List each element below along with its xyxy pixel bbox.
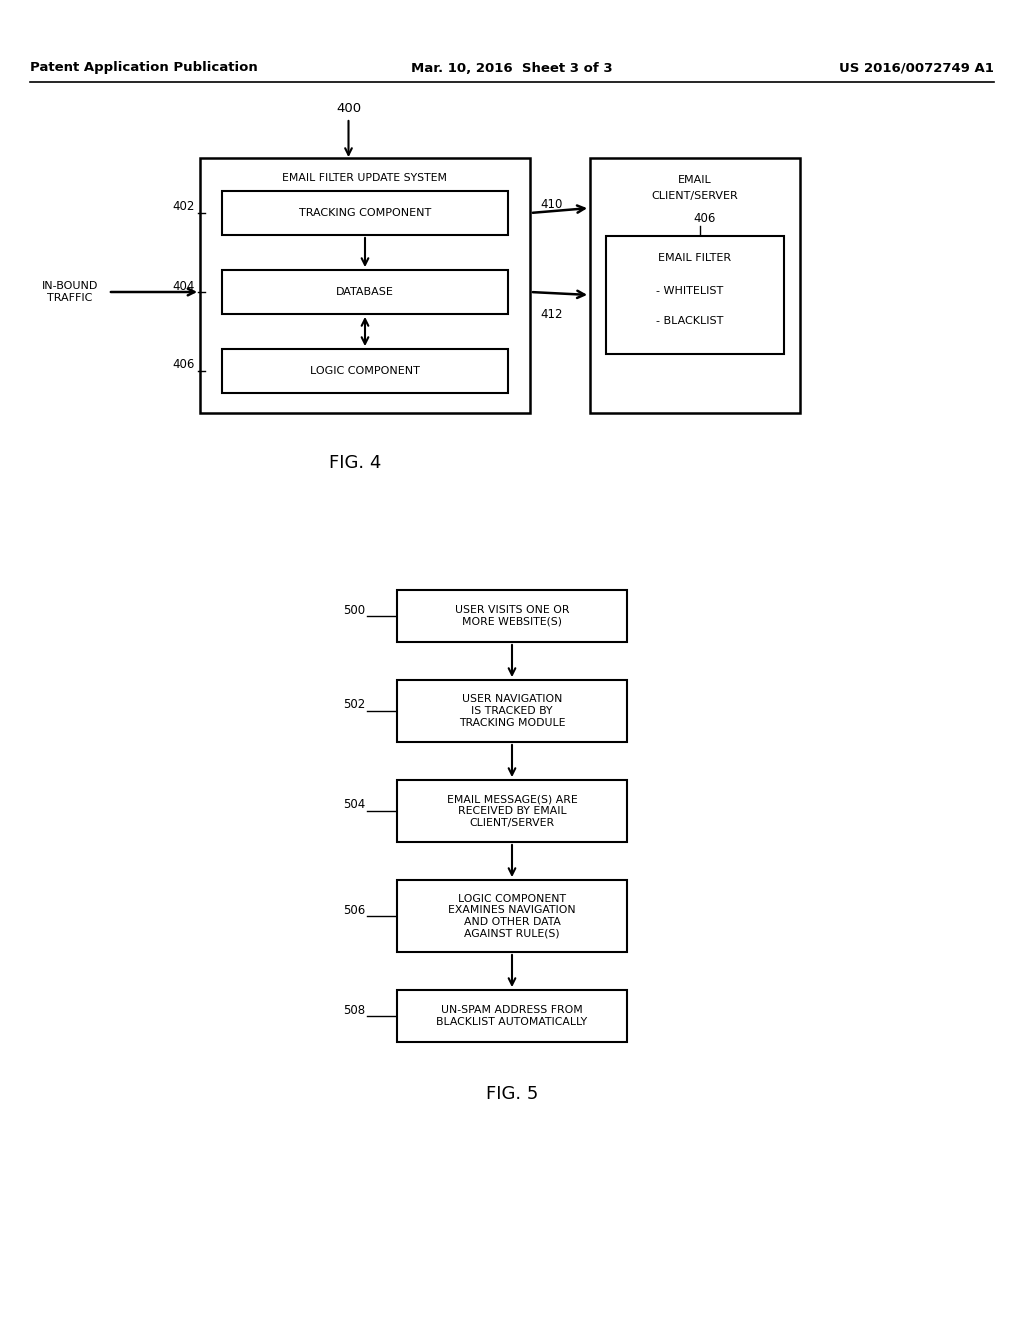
Text: 406: 406 — [173, 359, 195, 371]
Text: 402: 402 — [173, 201, 195, 214]
Bar — [222, 191, 508, 235]
Text: EMAIL FILTER UPDATE SYSTEM: EMAIL FILTER UPDATE SYSTEM — [283, 173, 447, 183]
Text: 504: 504 — [343, 799, 365, 812]
Bar — [590, 158, 800, 413]
Text: 406: 406 — [694, 211, 716, 224]
Text: DATABASE: DATABASE — [336, 286, 394, 297]
Text: 412: 412 — [541, 308, 563, 321]
Text: 404: 404 — [173, 280, 195, 293]
Bar — [397, 680, 627, 742]
Text: 410: 410 — [541, 198, 563, 211]
Text: FIG. 5: FIG. 5 — [485, 1085, 539, 1104]
Text: - BLACKLIST: - BLACKLIST — [656, 315, 724, 326]
Bar — [397, 780, 627, 842]
Text: EMAIL MESSAGE(S) ARE
RECEIVED BY EMAIL
CLIENT/SERVER: EMAIL MESSAGE(S) ARE RECEIVED BY EMAIL C… — [446, 795, 578, 828]
Text: IN-BOUND
TRAFFIC: IN-BOUND TRAFFIC — [42, 281, 98, 302]
Bar — [200, 158, 530, 413]
Text: 502: 502 — [343, 698, 365, 711]
Bar — [397, 880, 627, 952]
Text: 506: 506 — [343, 903, 365, 916]
Text: EMAIL FILTER: EMAIL FILTER — [658, 253, 731, 263]
Text: 400: 400 — [336, 102, 361, 115]
Bar — [222, 271, 508, 314]
Text: LOGIC COMPONENT
EXAMINES NAVIGATION
AND OTHER DATA
AGAINST RULE(S): LOGIC COMPONENT EXAMINES NAVIGATION AND … — [449, 894, 575, 939]
Text: Mar. 10, 2016  Sheet 3 of 3: Mar. 10, 2016 Sheet 3 of 3 — [412, 62, 612, 74]
Text: US 2016/0072749 A1: US 2016/0072749 A1 — [839, 62, 994, 74]
Text: FIG. 4: FIG. 4 — [329, 454, 381, 473]
Text: CLIENT/SERVER: CLIENT/SERVER — [651, 191, 738, 201]
Text: LOGIC COMPONENT: LOGIC COMPONENT — [310, 366, 420, 376]
Text: EMAIL: EMAIL — [678, 176, 712, 185]
Text: USER NAVIGATION
IS TRACKED BY
TRACKING MODULE: USER NAVIGATION IS TRACKED BY TRACKING M… — [459, 694, 565, 727]
Text: - WHITELIST: - WHITELIST — [656, 286, 724, 296]
Text: USER VISITS ONE OR
MORE WEBSITE(S): USER VISITS ONE OR MORE WEBSITE(S) — [455, 605, 569, 627]
Bar — [397, 990, 627, 1041]
Text: 508: 508 — [343, 1003, 365, 1016]
Bar — [222, 348, 508, 393]
Text: TRACKING COMPONENT: TRACKING COMPONENT — [299, 209, 431, 218]
Bar — [397, 590, 627, 642]
Bar — [606, 236, 784, 354]
Text: 500: 500 — [343, 603, 365, 616]
Text: UN-SPAM ADDRESS FROM
BLACKLIST AUTOMATICALLY: UN-SPAM ADDRESS FROM BLACKLIST AUTOMATIC… — [436, 1006, 588, 1027]
Text: Patent Application Publication: Patent Application Publication — [30, 62, 258, 74]
